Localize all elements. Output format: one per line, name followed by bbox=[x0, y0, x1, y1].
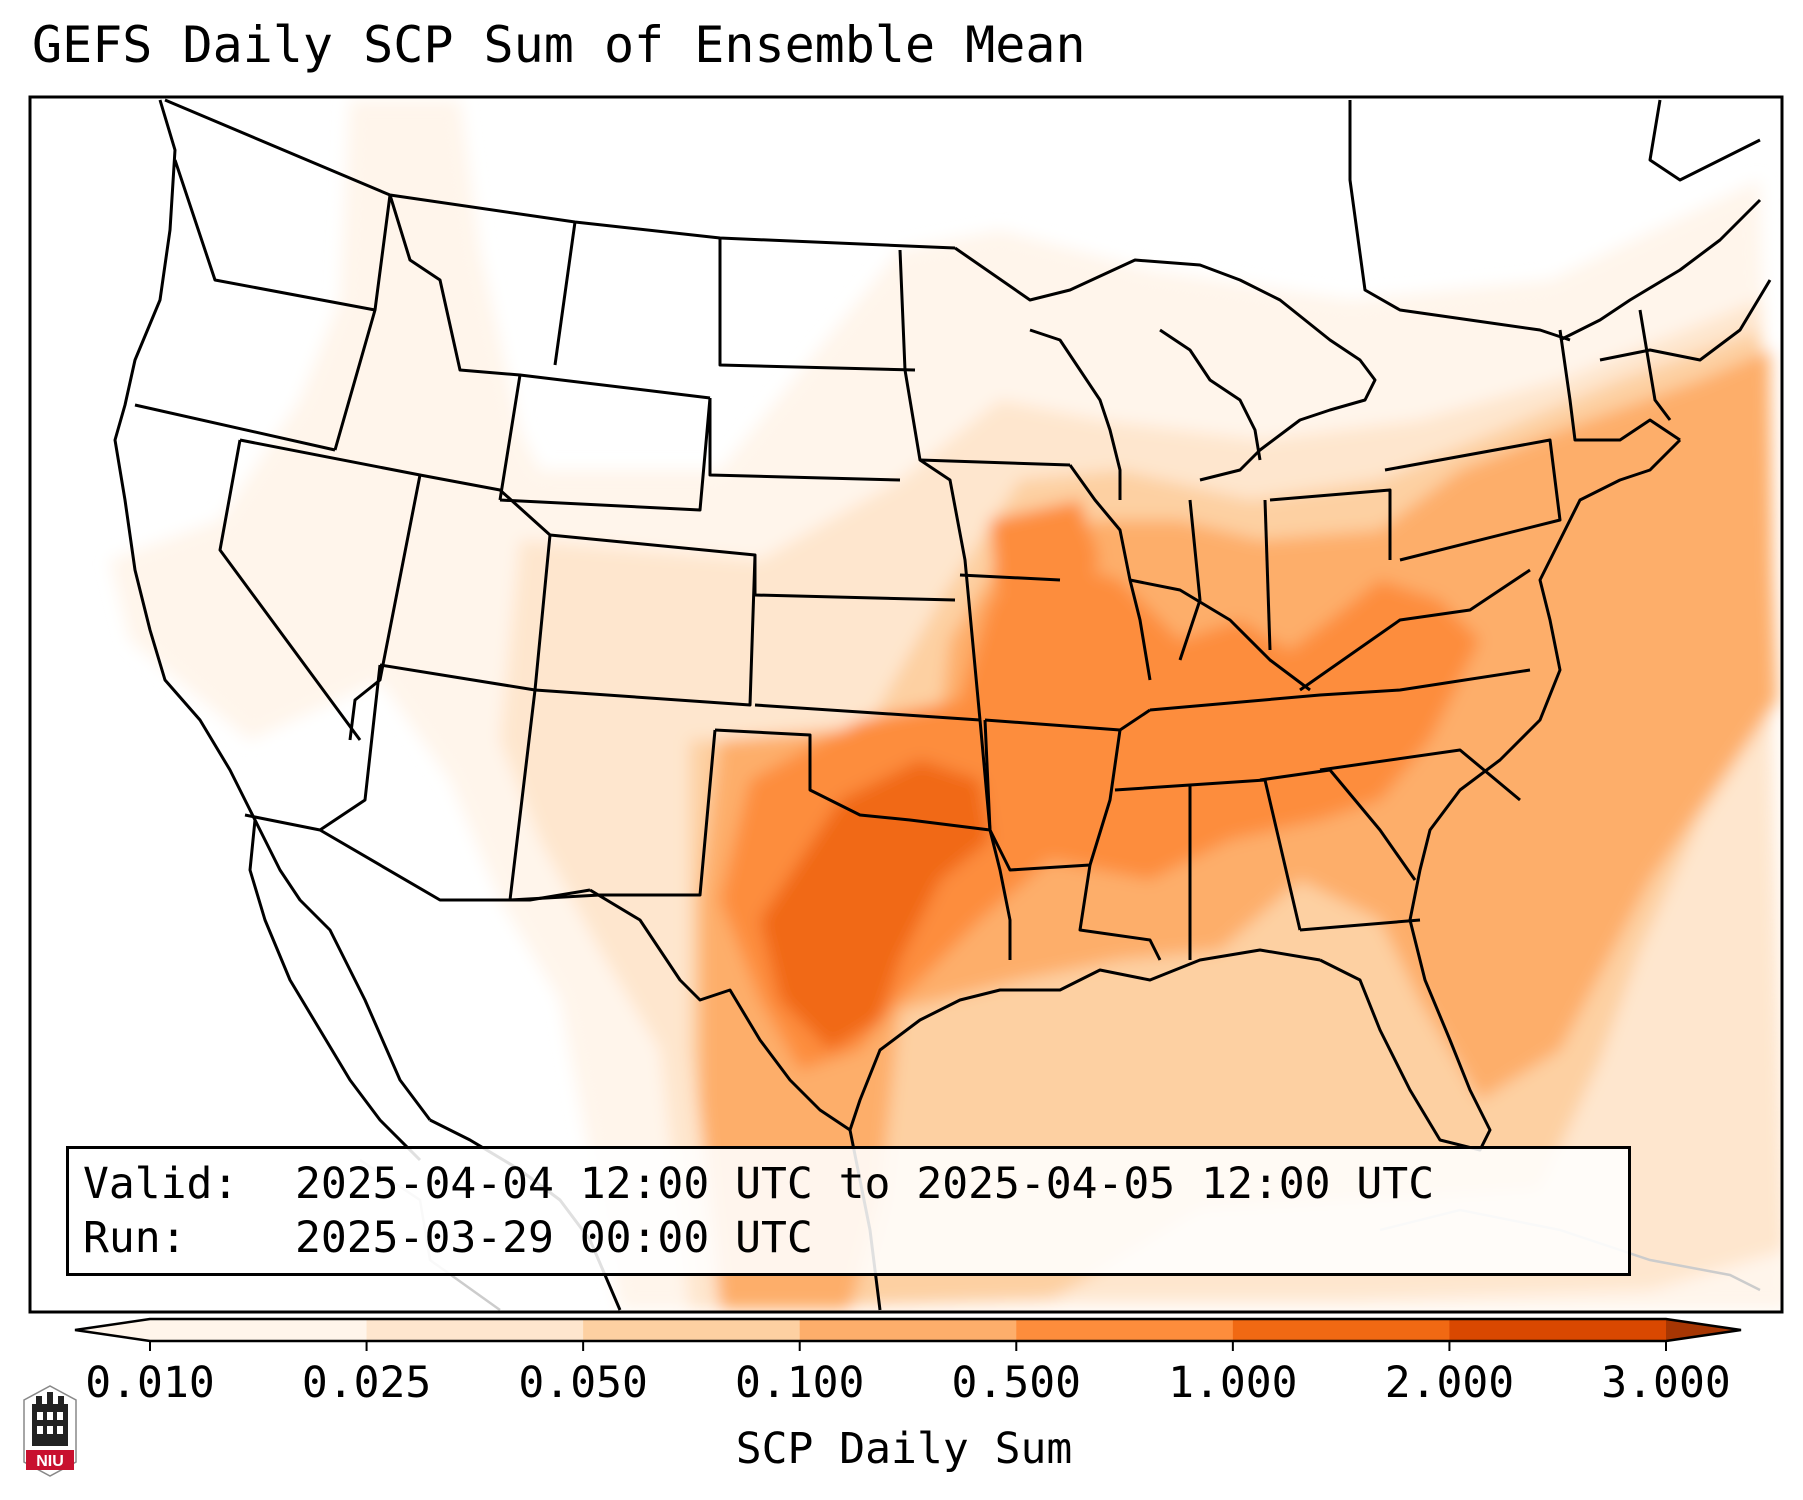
map-title: GEFS Daily SCP Sum of Ensemble Mean bbox=[32, 16, 1086, 74]
colorbar-tick-label: 1.000 bbox=[1168, 1358, 1298, 1408]
colorbar-segment bbox=[799, 1319, 1017, 1341]
niu-logo: NIU bbox=[23, 1385, 77, 1477]
colorbar-label: SCP Daily Sum bbox=[735, 1424, 1073, 1474]
run-value: 2025-03-29 00:00 UTC bbox=[295, 1213, 813, 1263]
colorbar-segment bbox=[366, 1319, 584, 1341]
colorbar-tick-label: 0.010 bbox=[85, 1358, 215, 1408]
colorbar-tick-label: 0.025 bbox=[301, 1358, 432, 1408]
svg-text:NIU: NIU bbox=[36, 1453, 64, 1470]
valid-value: 2025-04-04 12:00 UTC to 2025-04-05 12:00… bbox=[295, 1159, 1435, 1209]
valid-run-info-box: Valid: 2025-04-04 12:00 UTC to 2025-04-05… bbox=[66, 1146, 1631, 1276]
colorbar-tick-label: 0.050 bbox=[518, 1358, 648, 1408]
scp-shading bbox=[110, 100, 1782, 1310]
colorbar-extend-high bbox=[1666, 1319, 1741, 1341]
colorbar bbox=[74, 1317, 1742, 1351]
colorbar-segment bbox=[150, 1319, 368, 1341]
colorbar-segment bbox=[583, 1319, 801, 1341]
colorbar-segment bbox=[1449, 1319, 1667, 1341]
colorbar-tick-label: 0.500 bbox=[951, 1358, 1082, 1408]
colorbar-extend-low bbox=[75, 1319, 150, 1341]
colorbar-segment bbox=[1232, 1319, 1450, 1341]
run-line: Run: 2025-03-29 00:00 UTC bbox=[83, 1217, 813, 1260]
colorbar-tick-label: 3.000 bbox=[1601, 1358, 1731, 1408]
colorbar-segment bbox=[1016, 1319, 1234, 1341]
valid-label: Valid: bbox=[83, 1159, 239, 1209]
valid-line: Valid: 2025-04-04 12:00 UTC to 2025-04-05… bbox=[83, 1163, 1434, 1206]
scp-map bbox=[28, 95, 1784, 1314]
colorbar-tick-label: 2.000 bbox=[1384, 1358, 1515, 1408]
colorbar-tick-label: 0.100 bbox=[734, 1358, 865, 1408]
run-label: Run: bbox=[83, 1213, 187, 1263]
